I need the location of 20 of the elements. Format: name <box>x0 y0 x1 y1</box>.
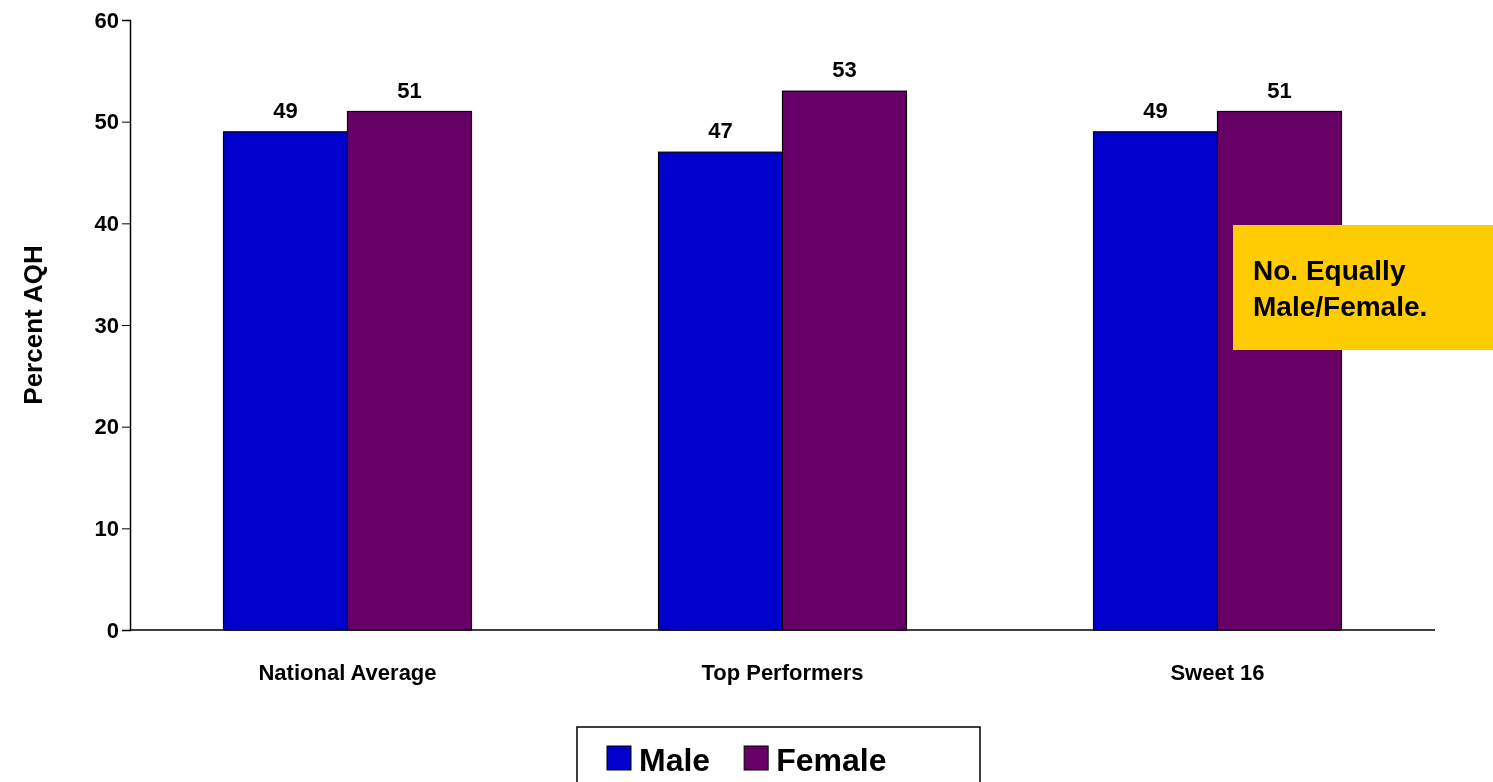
y-tick-label: 50 <box>94 109 119 135</box>
x-tick-label: National Average <box>258 659 437 685</box>
y-tick-label: 20 <box>94 414 119 440</box>
legend-label: Male <box>639 742 711 778</box>
data-label: 53 <box>832 57 857 83</box>
y-tick-label: 60 <box>94 7 119 33</box>
annotation: No. Equally Male/Female. <box>1253 255 1428 322</box>
x-tick-label: Top Performers <box>701 659 864 685</box>
x-tick-label: Sweet 16 <box>1170 659 1265 685</box>
y-tick-label: 10 <box>94 515 119 541</box>
y-tick-label: 0 <box>106 617 119 643</box>
y-tick-label: 30 <box>94 312 119 338</box>
y-axis-title: Percent AQH <box>18 245 48 405</box>
legend-label: Female <box>776 742 887 778</box>
data-label: 47 <box>708 118 733 144</box>
data-label: 49 <box>1143 97 1168 123</box>
data-label: 51 <box>1267 77 1292 103</box>
data-label: 49 <box>273 97 298 123</box>
y-tick-label: 40 <box>94 210 119 236</box>
data-label: 51 <box>397 77 422 103</box>
